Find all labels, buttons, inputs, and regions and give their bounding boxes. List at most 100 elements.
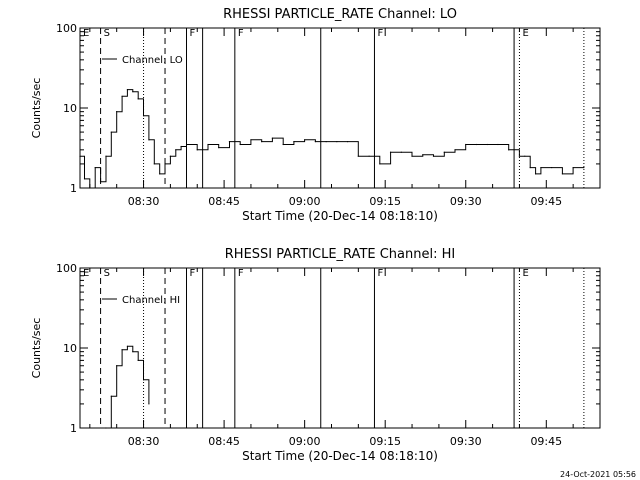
x-tick-label: 09:45 <box>530 195 562 208</box>
data-point <box>540 166 542 169</box>
data-point <box>164 163 166 165</box>
event-marker-label: S <box>104 28 110 39</box>
data-point <box>261 141 263 143</box>
data-point <box>121 349 123 351</box>
x-tick-label: 08:30 <box>128 435 160 448</box>
data-point <box>475 143 478 146</box>
data-point <box>218 146 220 149</box>
event-marker-label: F <box>190 268 196 279</box>
event-marker-label: E <box>83 28 89 39</box>
timestamp-label: 24-Oct-2021 05:56 <box>560 470 636 479</box>
x-tick-label: 09:30 <box>450 435 482 448</box>
x-tick-label: 09:30 <box>450 195 482 208</box>
data-point <box>508 149 510 151</box>
data-point <box>105 155 107 157</box>
data-point <box>250 139 252 141</box>
data-point <box>551 166 553 169</box>
event-marker-label: F <box>377 28 383 39</box>
data-point <box>196 149 198 151</box>
data-point <box>454 149 456 151</box>
data-point <box>185 143 188 146</box>
event-marker-label: E <box>522 268 528 279</box>
data-point <box>137 98 139 100</box>
data-point <box>89 187 91 189</box>
y-tick-label: 1 <box>70 182 77 195</box>
event-marker-label: F <box>238 268 244 279</box>
y-tick-label: 1 <box>70 422 77 435</box>
data-point <box>105 427 107 429</box>
data-point <box>159 173 161 175</box>
data-point <box>518 155 521 157</box>
event-marker-label: F <box>238 28 244 39</box>
data-point <box>379 163 381 165</box>
y-tick-label: 100 <box>56 22 77 35</box>
data-point <box>293 141 295 143</box>
event-marker-label: F <box>190 28 196 39</box>
chart-title: RHESSI PARTICLE_RATE Channel: HI <box>225 247 455 262</box>
data-point <box>314 141 316 143</box>
data-point <box>169 155 171 157</box>
data-point <box>148 139 150 141</box>
x-tick-label: 09:15 <box>369 195 401 208</box>
data-point <box>228 141 231 143</box>
data-point <box>126 88 129 91</box>
x-tick-label: 09:00 <box>289 435 321 448</box>
data-point <box>83 178 86 180</box>
event-marker-label: F <box>377 268 383 279</box>
x-tick-label: 08:30 <box>128 195 160 208</box>
y-tick-label: 10 <box>63 342 77 355</box>
event-marker-label: E <box>522 28 528 39</box>
data-point <box>175 149 177 151</box>
data-point <box>443 151 445 153</box>
data-point <box>153 163 155 165</box>
data-point <box>180 145 182 148</box>
data-point <box>132 91 134 93</box>
data-point <box>99 181 102 183</box>
data-point <box>94 166 96 169</box>
series-line <box>80 89 584 189</box>
event-marker-label: S <box>104 268 110 279</box>
data-point <box>432 155 435 157</box>
y-tick-label: 100 <box>56 262 77 275</box>
data-point <box>486 143 488 146</box>
x-tick-label: 08:45 <box>208 195 240 208</box>
data-point <box>561 173 564 175</box>
data-point <box>79 155 81 157</box>
hi-channel-panel: RHESSI PARTICLE_RATE Channel: HI Start Ti… <box>30 247 601 463</box>
series-line <box>106 345 150 429</box>
y-axis-label: Counts/sec <box>30 78 43 139</box>
legend-label: Channel: LO <box>122 55 183 66</box>
data-point <box>137 359 139 361</box>
data-point <box>271 137 274 139</box>
x-tick-label: 09:15 <box>369 435 401 448</box>
data-point <box>126 345 129 347</box>
data-point <box>357 155 359 157</box>
lo-channel-panel: RHESSI PARTICLE_RATE Channel: LO Start Ti… <box>30 7 601 223</box>
data-point <box>524 155 526 157</box>
data-point <box>121 95 123 97</box>
x-axis-label: Start Time (20-Dec-14 08:18:10) <box>242 209 438 223</box>
data-point <box>110 395 112 397</box>
data-point <box>583 166 585 169</box>
data-point <box>336 141 338 143</box>
data-point <box>497 143 499 146</box>
data-point <box>411 155 413 157</box>
y-axis-label: Counts/sec <box>30 318 43 379</box>
data-point <box>465 143 467 146</box>
data-point <box>304 139 306 141</box>
data-point <box>132 351 134 353</box>
data-point <box>142 379 145 381</box>
data-point <box>116 365 118 367</box>
event-marker-label: E <box>83 268 89 279</box>
data-point <box>368 155 370 157</box>
data-point <box>534 173 537 175</box>
data-point <box>389 151 392 153</box>
data-point <box>116 111 118 113</box>
y-tick-label: 10 <box>63 102 77 115</box>
data-point <box>325 141 327 143</box>
chart-title: RHESSI PARTICLE_RATE Channel: LO <box>223 7 457 22</box>
data-point <box>282 143 284 146</box>
data-point <box>207 143 209 146</box>
x-tick-label: 09:45 <box>530 435 562 448</box>
